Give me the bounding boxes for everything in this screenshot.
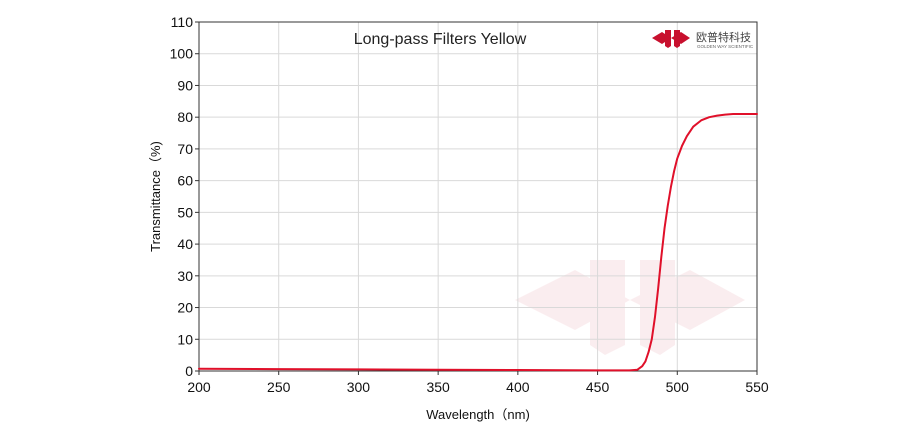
x-tick-label: 550 bbox=[745, 379, 769, 395]
grid bbox=[199, 22, 757, 371]
y-tick-label: 20 bbox=[177, 300, 193, 316]
x-tick-label: 350 bbox=[426, 379, 450, 395]
series-layer bbox=[198, 113, 758, 372]
y-tick-label: 100 bbox=[170, 46, 194, 62]
y-tick-label: 80 bbox=[177, 109, 193, 125]
y-tick-label: 10 bbox=[177, 331, 193, 347]
y-axis-title: Transmittance（%) bbox=[148, 141, 163, 252]
brand-mark-icon bbox=[652, 30, 690, 48]
x-tick-label: 500 bbox=[666, 379, 690, 395]
brand-name-en: GOLDEN WAY SCIENTIFIC bbox=[697, 44, 754, 49]
brand-name-cn: 欧普特科技 bbox=[696, 30, 751, 44]
y-tick-label: 110 bbox=[171, 14, 194, 30]
x-axis-title: Wavelength（nm) bbox=[426, 407, 530, 422]
y-tick-label: 70 bbox=[177, 141, 193, 157]
y-tick-label: 60 bbox=[177, 173, 193, 189]
ticks bbox=[195, 21, 758, 375]
brand-logo: 欧普特科技 GOLDEN WAY SCIENTIFIC bbox=[652, 30, 754, 49]
y-tick-label: 50 bbox=[177, 204, 193, 220]
chart-title: Long-pass Filters Yellow bbox=[354, 31, 527, 48]
x-tick-label: 250 bbox=[267, 379, 291, 395]
y-tick-label: 40 bbox=[177, 236, 193, 252]
x-tick-label: 400 bbox=[506, 379, 530, 395]
plot-frame bbox=[198, 21, 758, 372]
y-tick-label: 90 bbox=[177, 77, 193, 93]
y-tick-label: 0 bbox=[185, 363, 193, 379]
transmittance-curve bbox=[198, 113, 758, 372]
x-tick-label: 450 bbox=[586, 379, 610, 395]
y-tick-label: 30 bbox=[177, 268, 193, 284]
x-tick-label: 300 bbox=[347, 379, 371, 395]
tick-labels: 200 250 300 350 400 450 500 550 0 10 20 30 40 50 60 70 8… bbox=[170, 14, 769, 395]
x-tick-label: 200 bbox=[187, 379, 211, 395]
